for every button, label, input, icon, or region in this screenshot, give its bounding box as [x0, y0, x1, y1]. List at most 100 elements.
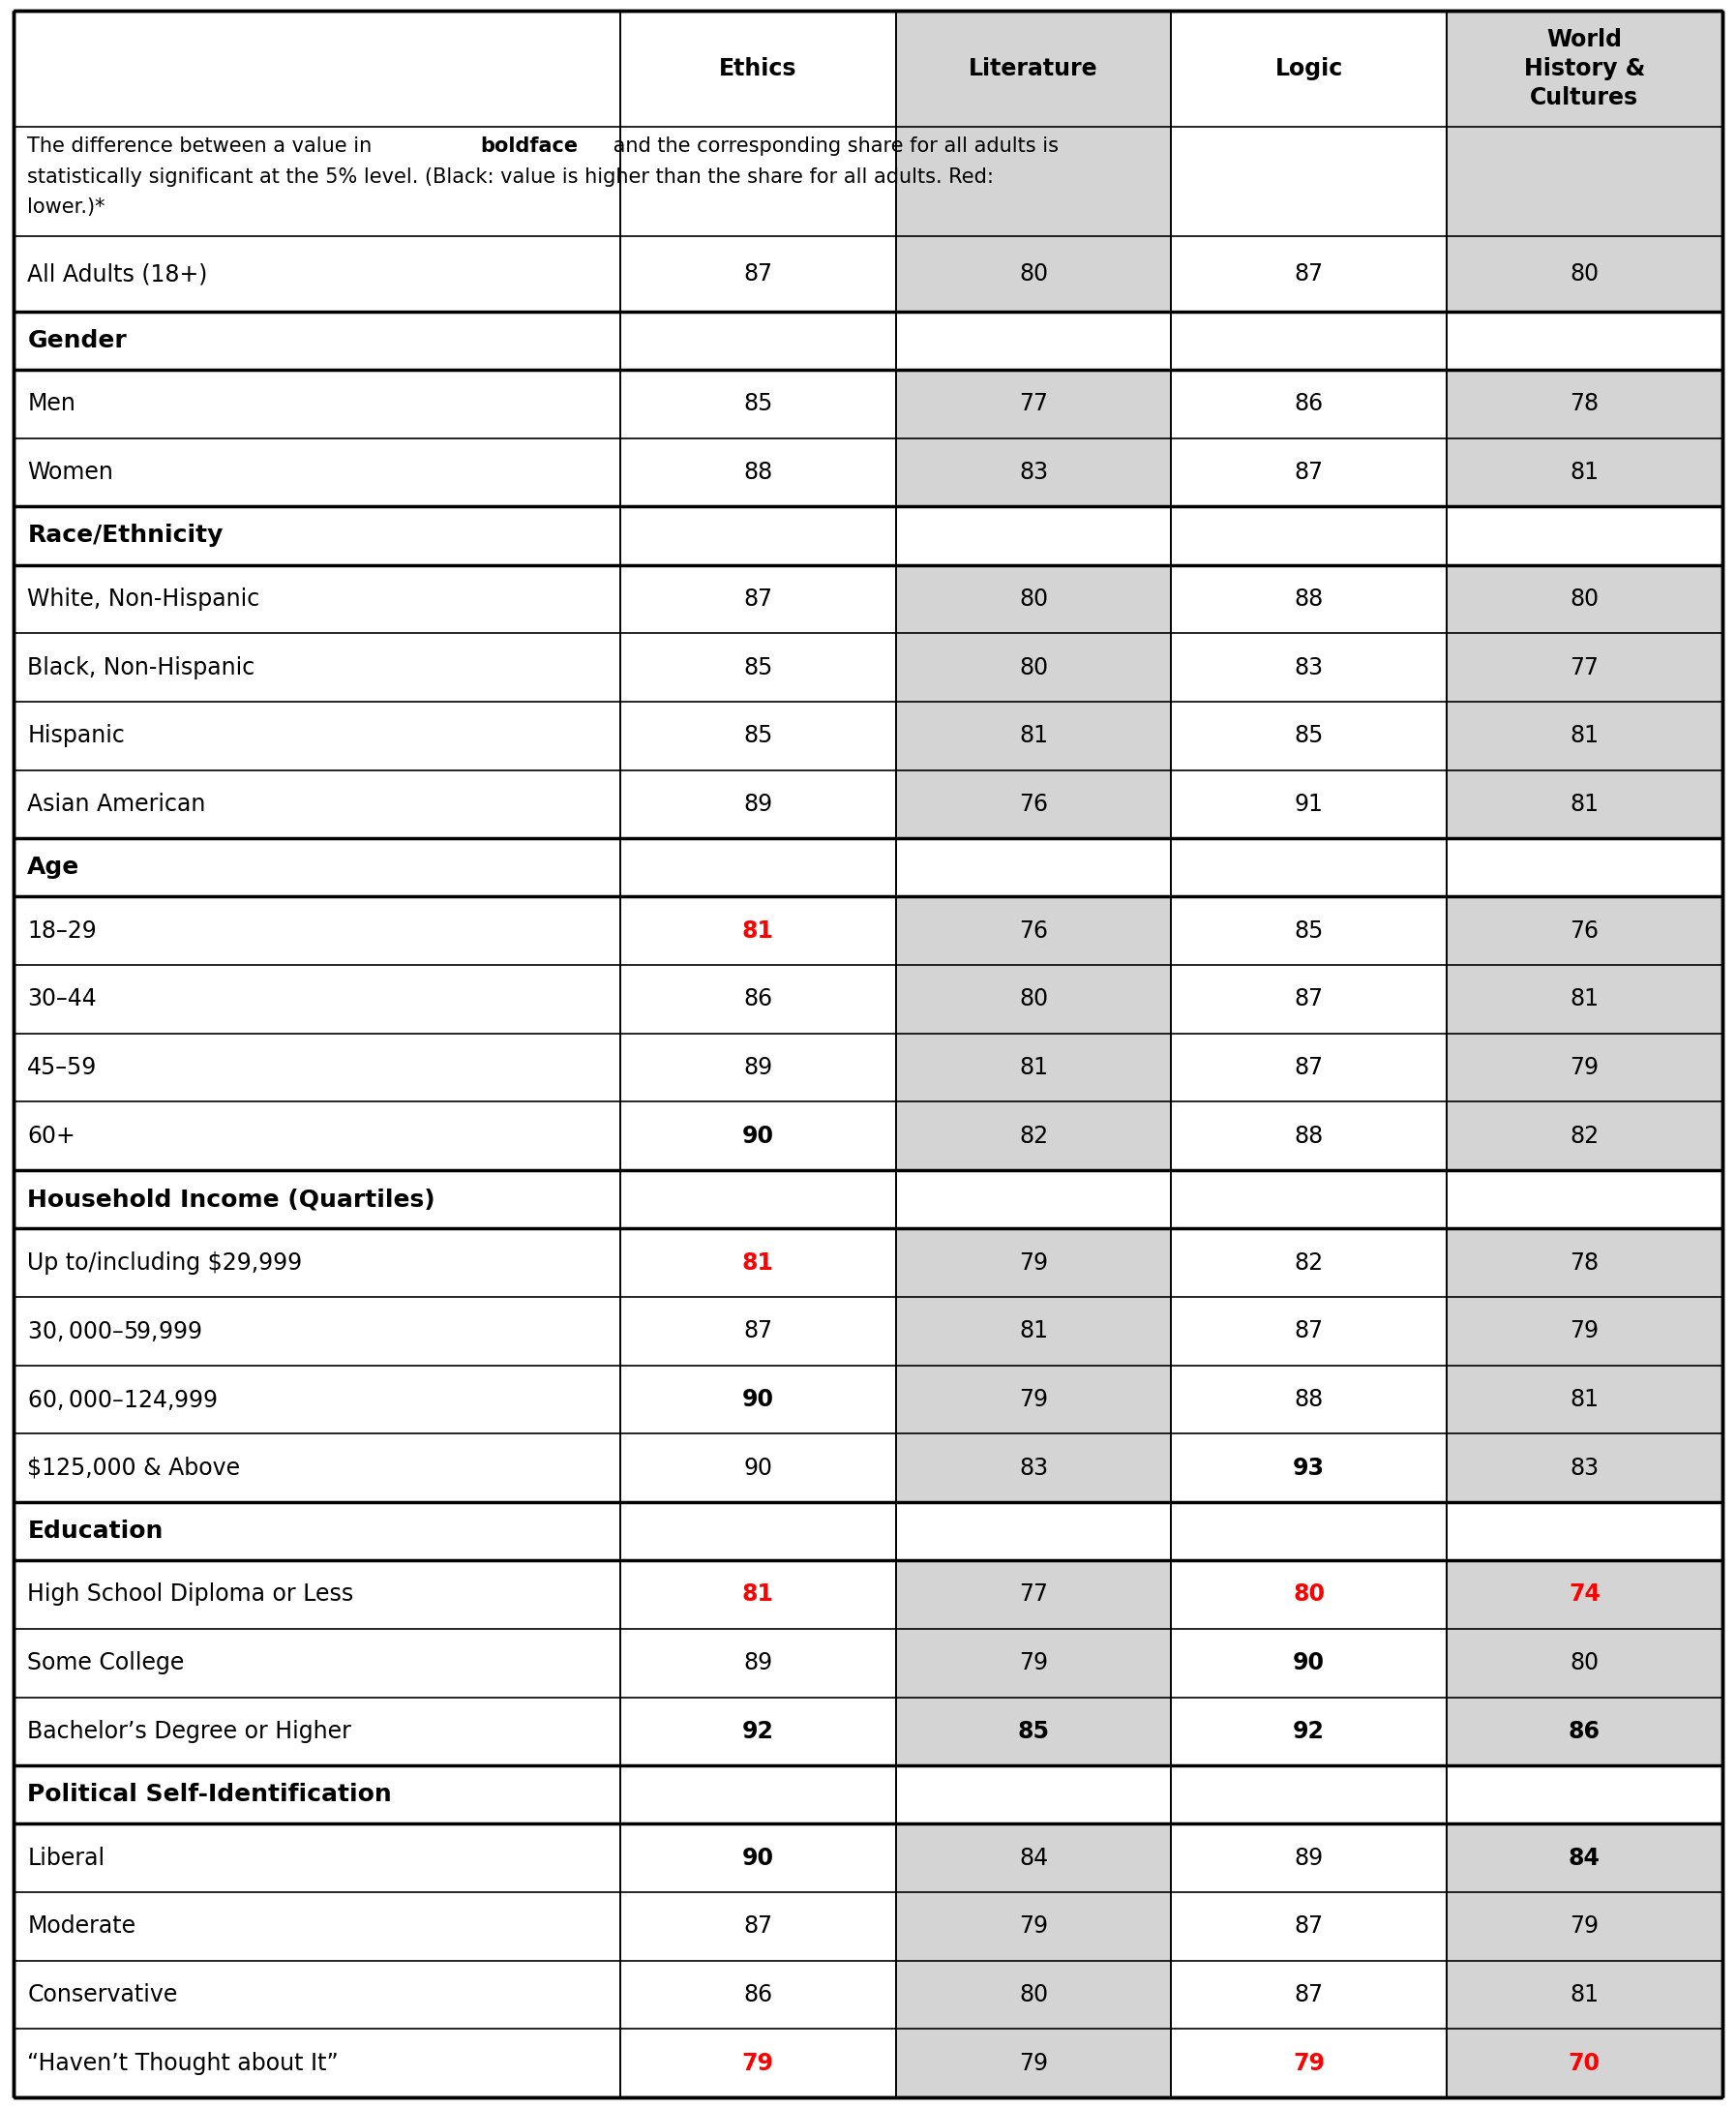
Text: 90: 90 [741, 1847, 774, 1870]
Text: 76: 76 [1019, 919, 1049, 942]
Text: 77: 77 [1569, 656, 1599, 679]
Text: 86: 86 [743, 1984, 773, 2007]
Bar [896, 11, 1172, 2097]
Text: 81: 81 [741, 1583, 774, 1606]
Text: 89: 89 [1295, 1847, 1323, 1870]
Text: 87: 87 [743, 1914, 773, 1937]
Text: 91: 91 [1295, 793, 1323, 816]
Bar [14, 1503, 1722, 1560]
Text: 81: 81 [741, 1250, 774, 1275]
Text: 90: 90 [743, 1457, 773, 1480]
Text: 90: 90 [1293, 1651, 1325, 1674]
Text: 81: 81 [1569, 1984, 1599, 2007]
Text: 81: 81 [1019, 1056, 1049, 1079]
Text: Up to/including $29,999: Up to/including $29,999 [28, 1250, 302, 1275]
Text: 76: 76 [1569, 919, 1599, 942]
Text: statistically significant at the 5% level. (Black: value is higher than the shar: statistically significant at the 5% leve… [28, 167, 995, 188]
Text: 83: 83 [1019, 462, 1049, 485]
Text: 90: 90 [741, 1387, 774, 1410]
Bar [14, 839, 1722, 896]
Text: 89: 89 [743, 1651, 773, 1674]
Text: Men: Men [28, 392, 76, 415]
Text: 81: 81 [1569, 462, 1599, 485]
Text: 74: 74 [1569, 1583, 1601, 1606]
Text: boldface: boldface [481, 137, 578, 156]
Text: 87: 87 [1295, 1056, 1323, 1079]
Text: The difference between a value in: The difference between a value in [28, 137, 378, 156]
Text: 81: 81 [1019, 725, 1049, 748]
Text: 85: 85 [743, 725, 773, 748]
Text: Moderate: Moderate [28, 1914, 135, 1937]
Text: 79: 79 [1019, 1387, 1049, 1410]
Text: Bachelor’s Degree or Higher: Bachelor’s Degree or Higher [28, 1720, 351, 1743]
Text: World
History &
Cultures: World History & Cultures [1524, 27, 1646, 110]
Text: 79: 79 [1569, 1056, 1599, 1079]
Text: Political Self-Identification: Political Self-Identification [28, 1783, 392, 1807]
Text: 80: 80 [1569, 588, 1599, 611]
Text: 80: 80 [1019, 261, 1049, 285]
Text: 92: 92 [741, 1720, 774, 1743]
Text: 84: 84 [1569, 1847, 1601, 1870]
Text: Asian American: Asian American [28, 793, 207, 816]
Text: 89: 89 [743, 1056, 773, 1079]
Text: 85: 85 [1295, 919, 1323, 942]
Text: All Adults (18+): All Adults (18+) [28, 261, 208, 285]
Text: 80: 80 [1019, 1984, 1049, 2007]
Text: 81: 81 [1569, 989, 1599, 1012]
Text: 30–44: 30–44 [28, 989, 97, 1012]
Text: 87: 87 [1295, 462, 1323, 485]
Text: Conservative: Conservative [28, 1984, 177, 2007]
Text: 88: 88 [743, 462, 773, 485]
Text: 87: 87 [1295, 1320, 1323, 1343]
Text: 86: 86 [743, 989, 773, 1012]
Text: Some College: Some College [28, 1651, 184, 1674]
Text: 79: 79 [741, 2051, 774, 2074]
Text: 78: 78 [1569, 1250, 1599, 1275]
Text: 85: 85 [1295, 725, 1323, 748]
Text: 87: 87 [1295, 1914, 1323, 1937]
Text: 79: 79 [1019, 1250, 1049, 1275]
Text: 77: 77 [1019, 1583, 1049, 1606]
Text: 81: 81 [1569, 725, 1599, 748]
Text: Ethics: Ethics [719, 57, 797, 80]
Text: 82: 82 [1569, 1124, 1599, 1147]
Bar [14, 312, 1722, 369]
Text: 79: 79 [1569, 1914, 1599, 1937]
Text: White, Non-Hispanic: White, Non-Hispanic [28, 588, 260, 611]
Bar [14, 506, 1722, 565]
Text: 93: 93 [1293, 1457, 1325, 1480]
Text: Education: Education [28, 1520, 163, 1543]
Text: 87: 87 [743, 1320, 773, 1343]
Text: 79: 79 [1019, 1651, 1049, 1674]
Text: Race/Ethnicity: Race/Ethnicity [28, 525, 224, 548]
Text: 81: 81 [1019, 1320, 1049, 1343]
Text: $30,000–$59,999: $30,000–$59,999 [28, 1320, 203, 1343]
Text: 80: 80 [1569, 261, 1599, 285]
Text: 76: 76 [1019, 793, 1049, 816]
Text: 79: 79 [1293, 2051, 1325, 2074]
Text: 90: 90 [741, 1124, 774, 1147]
Text: 80: 80 [1019, 989, 1049, 1012]
Text: 87: 87 [1295, 261, 1323, 285]
Text: 80: 80 [1569, 1651, 1599, 1674]
Text: 18–29: 18–29 [28, 919, 97, 942]
Text: 88: 88 [1295, 1387, 1323, 1410]
Text: Literature: Literature [969, 57, 1099, 80]
Bar [14, 1767, 1722, 1823]
Text: 81: 81 [1569, 793, 1599, 816]
Text: 87: 87 [1295, 1984, 1323, 2007]
Text: 85: 85 [743, 392, 773, 415]
Text: 87: 87 [743, 588, 773, 611]
Text: 86: 86 [1568, 1720, 1601, 1743]
Text: lower.)*: lower.)* [28, 198, 106, 217]
Text: Gender: Gender [28, 329, 127, 352]
Bar [1446, 11, 1722, 2097]
Text: 79: 79 [1569, 1320, 1599, 1343]
Text: 88: 88 [1295, 588, 1323, 611]
Text: 83: 83 [1019, 1457, 1049, 1480]
Text: 82: 82 [1019, 1124, 1049, 1147]
Text: 78: 78 [1569, 392, 1599, 415]
Text: 80: 80 [1019, 588, 1049, 611]
Text: 87: 87 [743, 261, 773, 285]
Text: “Haven’t Thought about It”: “Haven’t Thought about It” [28, 2051, 339, 2074]
